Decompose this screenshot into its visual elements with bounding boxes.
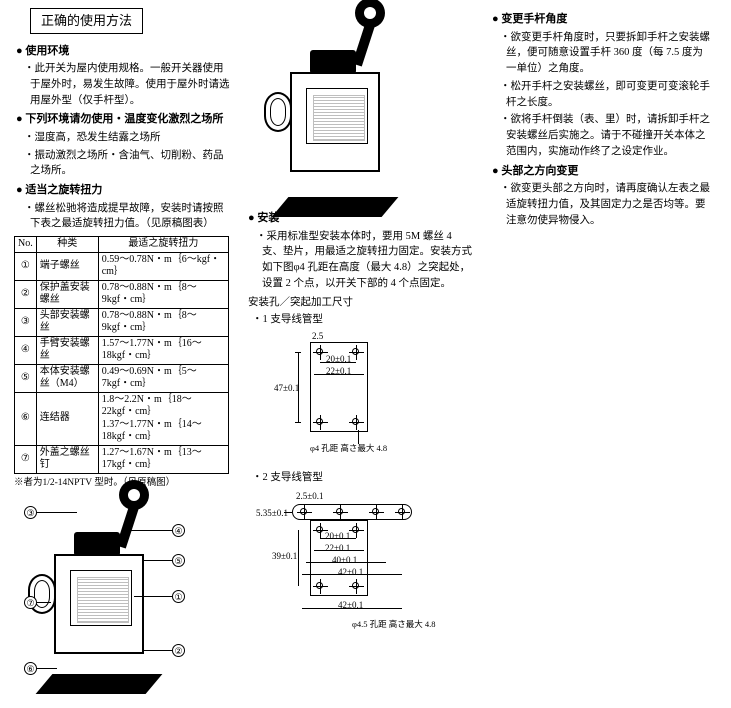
callout-7: ⑦ (24, 596, 37, 609)
callout-4: ④ (172, 524, 185, 537)
dim-figure-1: 47±0.1 2.5 20±0.1 22±0.1 φ4 孔距 高さ最大 4.8 (252, 332, 412, 462)
switch-figure-plain (260, 12, 430, 207)
angle-text-1: 欲变更手杆角度时，只要拆卸手杆之安装螺丝，便可随意设置手杆 360 度（每 7.… (500, 30, 711, 77)
torque-table: No. 种类 最适之旋转扭力 ①端子螺丝0.59～0.78N・m｛6～kgf・c… (14, 236, 229, 474)
type1-label: 1 支导线管型 (252, 312, 474, 328)
dir-heading: 头部之方向变更 (492, 163, 711, 180)
angle-heading: 变更手杆角度 (492, 11, 711, 28)
angle-text-3: 欲将手杆倒装（表、里）时，请拆卸手杆之安装螺丝后实施之。请于不碰撞开关本体之范围… (500, 112, 711, 159)
th-val: 最适之旋转扭力 (98, 237, 228, 253)
callout-1: ① (172, 590, 185, 603)
callout-6: ⑥ (24, 662, 37, 675)
torque-heading: 适当之旋转扭力 (16, 182, 230, 199)
dir-text: 欲变更头部之方向时，请再度确认左表之最适旋转扭力值，及其固定力之是否均等。要注意… (500, 181, 711, 228)
install-subhead: 安装孔／突起加工尺寸 (248, 295, 474, 311)
env-text-1: 此开关为屋内使用规格。一般开关器使用于屋外时，易发生故障。使用于屋外时请选用屋外… (24, 61, 230, 108)
install-text: 采用标准型安装本体时，要用 5M 螺丝 4 支、垫片，用最适之旋转扭力固定。安装… (256, 229, 474, 292)
env-text-2: 湿度高，恐发生结露之场所 (24, 130, 230, 146)
th-kind: 种类 (36, 237, 98, 253)
angle-text-2: 松开手杆之安装螺丝，即可变更可变滚轮手杆之长度。 (500, 79, 711, 111)
env-heading: 使用环境 (16, 43, 230, 60)
table-header-row: No. 种类 最适之旋转扭力 (15, 237, 229, 253)
column-right: 变更手杆角度 欲变更手杆角度时，只要拆卸手杆之安装螺丝，便可随意设置手杆 360… (486, 8, 711, 684)
env-text-3: 振动激烈之场所・含油气、切削粉、药品之场所。 (24, 148, 230, 180)
th-no: No. (15, 237, 37, 253)
table-row: ①端子螺丝0.59～0.78N・m｛6～kgf・cm｝ (15, 252, 229, 280)
table-row: ③头部安装螺丝0.78～0.88N・m｛8～9kgf・cm｝ (15, 308, 229, 336)
callout-5: ⑤ (172, 554, 185, 567)
table-row: ⑤本体安装螺丝（M4）0.49～0.69N・m｛5～7kgf・cm｝ (15, 364, 229, 392)
table-row: ②保护盖安装螺丝0.78～0.88N・m｛8～9kgf・cm｝ (15, 280, 229, 308)
page-title: 正确的使用方法 (30, 8, 143, 34)
callout-2: ② (172, 644, 185, 657)
table-row: ⑦外盖之螺丝钉1.27～1.67N・m｛13～17kgf・cm｝ (15, 445, 229, 473)
env-heading-2: 下列环境请勿使用・温度变化激烈之场所 (16, 111, 230, 128)
table-row: ④手臂安装螺丝1.57～1.77N・m｛16～18kgf・cm｝ (15, 336, 229, 364)
torque-text: 螺丝松驰将造成提早故障，安装时请按照下表之最适旋转扭力值。（见原稿图表） (24, 201, 230, 233)
column-middle: 安装 采用标准型安装本体时，要用 5M 螺丝 4 支、垫片，用最适之旋转扭力固定… (242, 8, 474, 684)
type2-label: 2 支导线管型 (252, 470, 474, 486)
column-left: 正确的使用方法 使用环境 此开关为屋内使用规格。一般开关器使用于屋外时，易发生故… (10, 8, 230, 684)
table-row: ⑥连结器1.8～2.2N・m｛18～22kgf・cm｝ 1.37～1.77N・m… (15, 392, 229, 445)
callout-3: ③ (24, 506, 37, 519)
switch-figure-callouts: ③ ④ ⑤ ① ② ⑦ ⑥ (24, 494, 194, 684)
dim-figure-2: 2.5±0.1 5.35±0.1 39±0.1 20±0.1 22±0.1 40… (252, 490, 452, 640)
